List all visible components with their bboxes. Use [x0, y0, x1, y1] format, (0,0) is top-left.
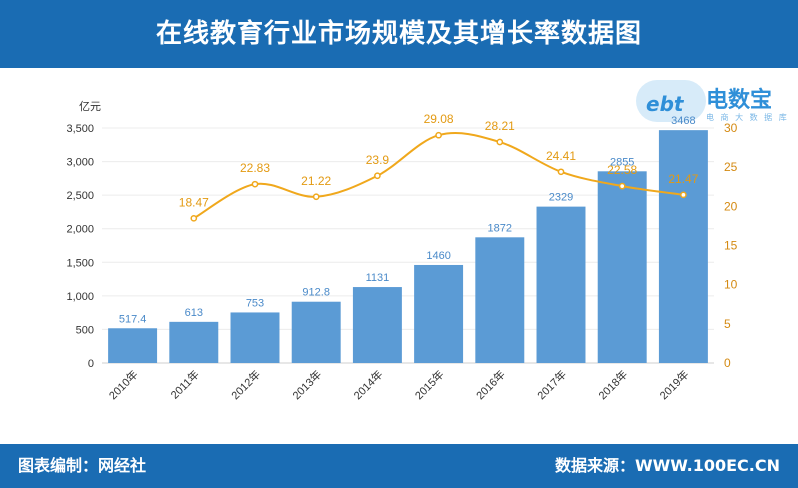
- bar-value-label: 1131: [366, 272, 390, 284]
- bar-value-label: 753: [246, 297, 264, 309]
- header-bar: 在线教育行业市场规模及其增长率数据图: [0, 0, 798, 68]
- y-tick-label: 0: [88, 358, 94, 370]
- bar-value-label: 1460: [426, 250, 450, 262]
- y-tick-label: 3,500: [66, 123, 94, 135]
- x-tick-label: 2010年: [106, 367, 141, 402]
- y2-tick-label: 20: [724, 199, 738, 213]
- y2-tick-label: 25: [724, 160, 738, 174]
- line-value-label: 23.9: [366, 153, 390, 167]
- page-title: 在线教育行业市场规模及其增长率数据图: [155, 19, 642, 49]
- line-value-label: 21.22: [301, 174, 331, 188]
- bar-value-label: 2329: [549, 192, 573, 204]
- bar-value-label: 912.8: [302, 287, 330, 299]
- x-tick-label: 2018年: [595, 367, 630, 402]
- line-value-label: 22.58: [607, 163, 637, 177]
- y2-tick-label: 30: [724, 121, 738, 135]
- cloud-logo-icon: [636, 80, 706, 122]
- y-tick-label: 2,500: [66, 190, 94, 202]
- y-tick-label: 1,500: [66, 257, 94, 269]
- line-value-label: 22.83: [240, 161, 270, 175]
- bar-value-label: 2855: [610, 156, 634, 168]
- line-point: [496, 138, 504, 146]
- bar-value-label: 517.4: [119, 313, 147, 325]
- bar: [291, 301, 341, 363]
- line-value-label: 29.08: [424, 112, 454, 126]
- y-tick-label: 500: [76, 324, 94, 336]
- growth-rate-line: [193, 132, 684, 220]
- logo-cloud-text: ebt: [646, 92, 684, 116]
- bar: [597, 171, 647, 363]
- y-tick-label: 3,000: [66, 157, 94, 169]
- y-tick-label: 1,000: [66, 291, 94, 303]
- x-tick-label: 2019年: [657, 367, 692, 402]
- line-value-label: 21.47: [668, 172, 698, 186]
- bar: [414, 264, 464, 363]
- line-value-label: 24.41: [546, 149, 576, 163]
- y2-tick-label: 15: [724, 239, 738, 253]
- line-value-label: 18.47: [179, 195, 209, 209]
- line-point: [251, 180, 259, 188]
- y-tick-label: 2,000: [66, 224, 94, 236]
- bar-value-label: 1872: [488, 222, 512, 234]
- x-tick-label: 2013年: [289, 367, 324, 402]
- y2-tick-label: 0: [724, 356, 731, 370]
- x-tick-label: 2015年: [412, 367, 447, 402]
- x-tick-label: 2012年: [228, 367, 263, 402]
- footer-source: 数据来源：WWW.100EC.CN: [554, 456, 780, 475]
- line-value-label: 28.21: [485, 119, 515, 133]
- bar: [169, 321, 219, 363]
- x-tick-label: 2016年: [473, 367, 508, 402]
- footer-bar: 图表编制：网经社 数据来源：WWW.100EC.CN: [0, 444, 798, 488]
- bar: [352, 287, 402, 363]
- line-point: [374, 172, 381, 180]
- x-tick-label: 2011年: [168, 367, 202, 401]
- bar: [536, 206, 586, 363]
- bar: [108, 328, 158, 363]
- y-axis-label: 亿元: [79, 100, 101, 113]
- line-point: [557, 168, 565, 176]
- brand-logo: ebt 电数宝 电 商 大 数 据 库: [636, 76, 796, 132]
- logo-sub-text: 电 商 大 数 据 库: [706, 113, 789, 122]
- line-point: [312, 193, 320, 201]
- x-tick-label: 2014年: [351, 367, 386, 402]
- logo-brand-text: 电数宝: [706, 88, 773, 113]
- footer-compiler: 图表编制：网经社: [18, 456, 147, 475]
- line-point: [190, 214, 198, 222]
- y2-tick-label: 10: [724, 278, 738, 292]
- bar: [230, 312, 280, 363]
- bar: [658, 130, 708, 363]
- chart-area: 0 500 1,000 1,500 2,000 2,500 3,000 3,500 0 5 10 15…: [66, 100, 738, 402]
- y2-tick-label: 5: [724, 317, 731, 331]
- bar-value-label: 613: [185, 307, 203, 319]
- bar: [475, 237, 525, 363]
- line-point: [680, 191, 687, 199]
- bar-value-label: 3468: [671, 115, 695, 127]
- x-tick-label: 2017年: [534, 367, 569, 402]
- line-point: [435, 131, 442, 139]
- line-point: [618, 182, 626, 190]
